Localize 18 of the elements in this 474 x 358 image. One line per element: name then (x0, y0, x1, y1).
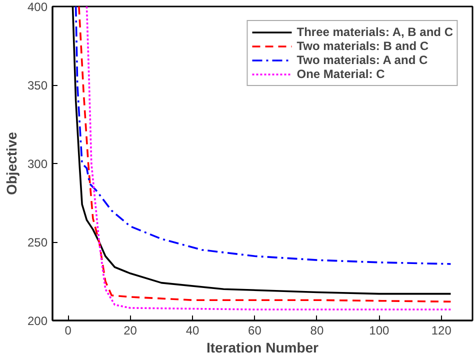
y-tick-label: 250 (27, 236, 48, 250)
x-tick-label: 40 (186, 324, 200, 338)
x-axis-title: Iteration Number (206, 340, 320, 356)
y-tick-label: 350 (27, 78, 48, 92)
y-tick-label: 400 (27, 0, 48, 14)
legend-label: Two materials: A and C (296, 53, 428, 67)
y-tick-label: 300 (27, 157, 48, 171)
x-tick-label: 120 (431, 324, 452, 338)
x-tick-label: 0 (64, 324, 72, 338)
y-tick-label: 200 (27, 314, 48, 328)
legend-label: One Material: C (296, 67, 385, 81)
x-tick-label: 80 (310, 324, 324, 338)
legend-label: Three materials: A, B and C (296, 25, 453, 39)
x-tick-label: 20 (124, 324, 138, 338)
legend-label: Two materials: B and C (296, 39, 429, 53)
x-tick-label: 60 (248, 324, 262, 338)
x-tick-label: 100 (369, 324, 390, 338)
y-axis-title: Objective (3, 132, 20, 196)
